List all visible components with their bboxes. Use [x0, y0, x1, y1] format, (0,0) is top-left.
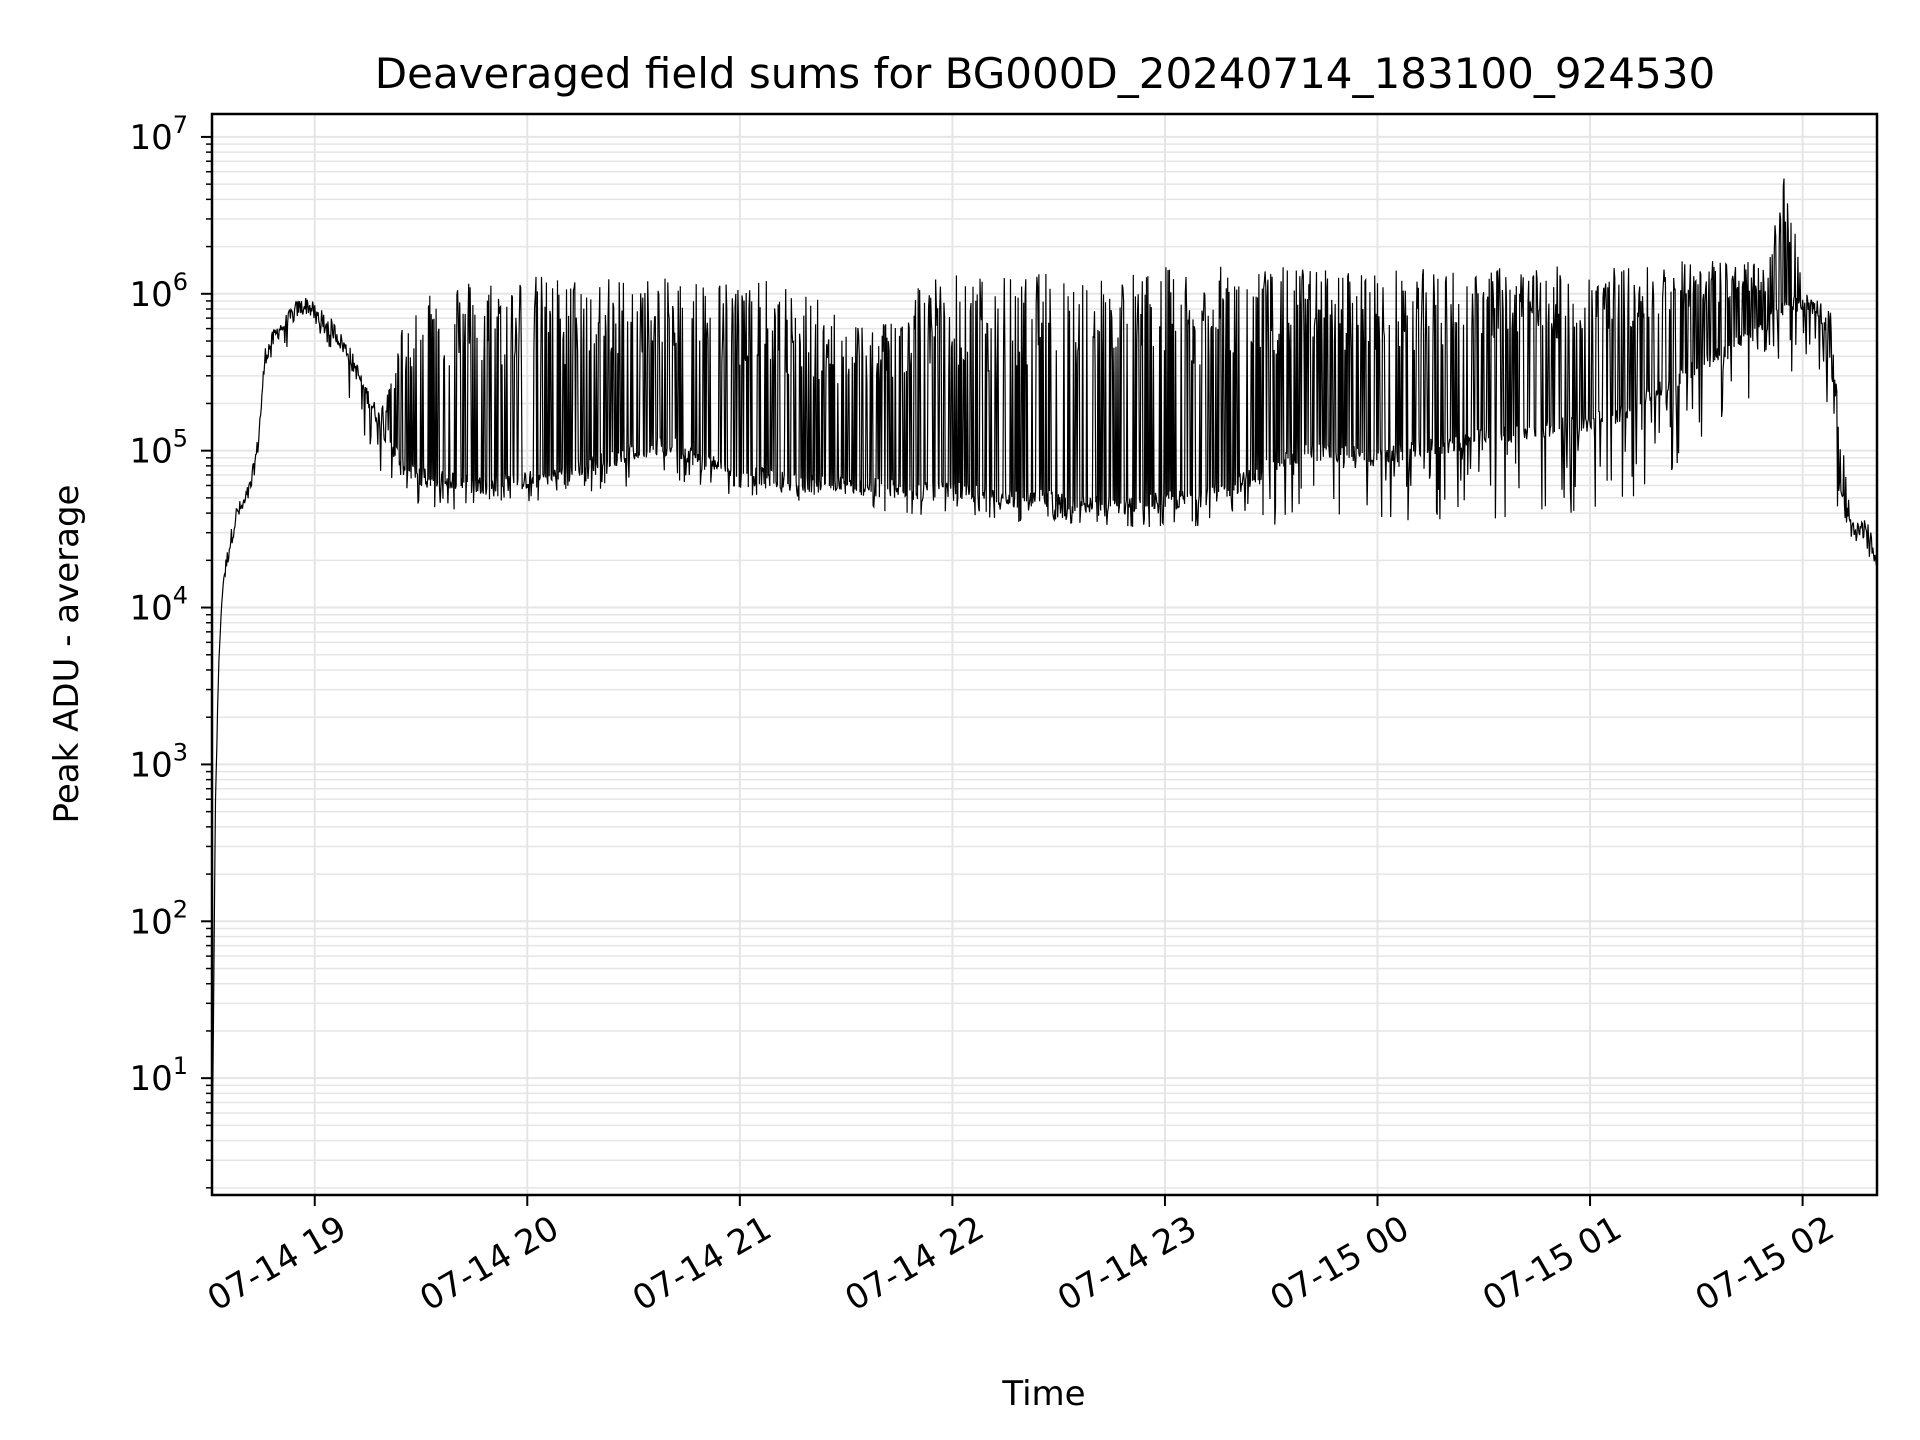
y-tick-label: 104	[129, 582, 188, 629]
y-axis-title: Peak ADU - average	[47, 485, 87, 824]
y-axis: 101 102 103 104 105 106 107	[129, 111, 212, 1189]
y-tick-label: 106	[129, 268, 188, 315]
grid-layer	[212, 114, 1877, 1195]
series-line	[211, 178, 1878, 1192]
y-tick-label: 107	[129, 111, 188, 158]
data-layer	[211, 178, 1878, 1192]
y-tick-label: 105	[129, 425, 188, 472]
chart-title: Deaveraged field sums for BG000D_2024071…	[375, 49, 1715, 98]
x-axis-title: Time	[1001, 1374, 1085, 1414]
y-tick-label: 103	[129, 738, 188, 785]
y-tick-label: 101	[129, 1052, 188, 1099]
y-tick-label: 102	[129, 895, 188, 942]
